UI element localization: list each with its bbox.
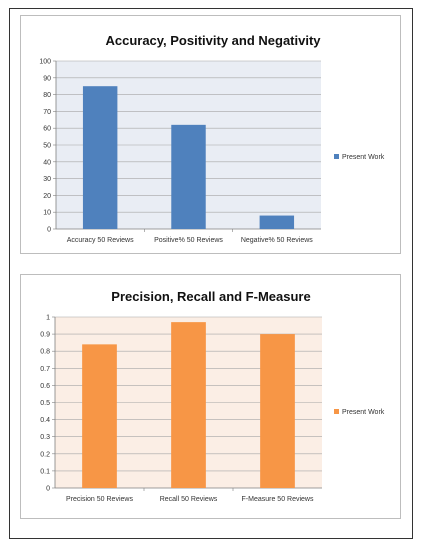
- chart-title: Precision, Recall and F-Measure: [111, 289, 310, 304]
- bar: [171, 322, 206, 488]
- chart-panel-precision: Precision, Recall and F-Measure 0 0.1 0.2 0.…: [20, 274, 401, 519]
- bar: [82, 86, 118, 229]
- x-category-label: Positive% 50 Reviews: [154, 237, 223, 244]
- x-category-label: Negative% 50 Reviews: [241, 237, 313, 244]
- bar: [259, 215, 295, 229]
- y-tick-label: 0.6: [40, 383, 50, 390]
- y-tick-label: 50: [43, 143, 51, 150]
- y-tick-label: 70: [43, 109, 51, 116]
- y-tick-label: 10: [43, 210, 51, 217]
- x-category-label: Recall 50 Reviews: [160, 496, 218, 503]
- y-tick-label: 0: [47, 227, 51, 234]
- y-tick-label: 0.3: [40, 434, 50, 441]
- y-tick-label: 0.2: [40, 451, 50, 458]
- x-category-label: Precision 50 Reviews: [66, 496, 133, 503]
- legend-label: Present Work: [342, 409, 385, 416]
- bar: [171, 124, 206, 229]
- y-tick-label: 1: [46, 315, 50, 322]
- legend-label: Present Work: [342, 154, 385, 161]
- legend-swatch: [334, 154, 339, 159]
- y-tick-label: 0: [46, 486, 50, 493]
- x-category-label: Accuracy 50 Reviews: [67, 237, 134, 244]
- y-tick-label: 0.5: [40, 400, 50, 407]
- chart-precision: Precision, Recall and F-Measure 0 0.1 0.2 0.…: [40, 289, 385, 503]
- y-tick-label: 80: [43, 92, 51, 99]
- bar: [82, 344, 117, 488]
- y-tick-label: 0.1: [40, 468, 50, 475]
- y-tick-label: 0.9: [40, 332, 50, 339]
- y-tick-label: 30: [43, 176, 51, 183]
- chart-title: Accuracy, Positivity and Negativity: [105, 33, 321, 48]
- bar: [260, 334, 295, 488]
- y-tick-label: 100: [39, 59, 51, 66]
- legend-swatch: [334, 409, 339, 414]
- y-tick-label: 40: [43, 159, 51, 166]
- y-tick-label: 20: [43, 193, 51, 200]
- chart-panel-accuracy: Accuracy, Positivity and Negativity 0 10 20…: [20, 15, 401, 254]
- y-tick-label: 0.8: [40, 349, 50, 356]
- y-tick-label: 60: [43, 126, 51, 133]
- y-tick-label: 0.7: [40, 366, 50, 373]
- x-category-label: F-Measure 50 Reviews: [242, 496, 314, 503]
- chart-accuracy: Accuracy, Positivity and Negativity 0 10 20…: [39, 33, 385, 244]
- y-tick-label: 0.4: [40, 417, 50, 424]
- y-tick-label: 90: [43, 75, 51, 82]
